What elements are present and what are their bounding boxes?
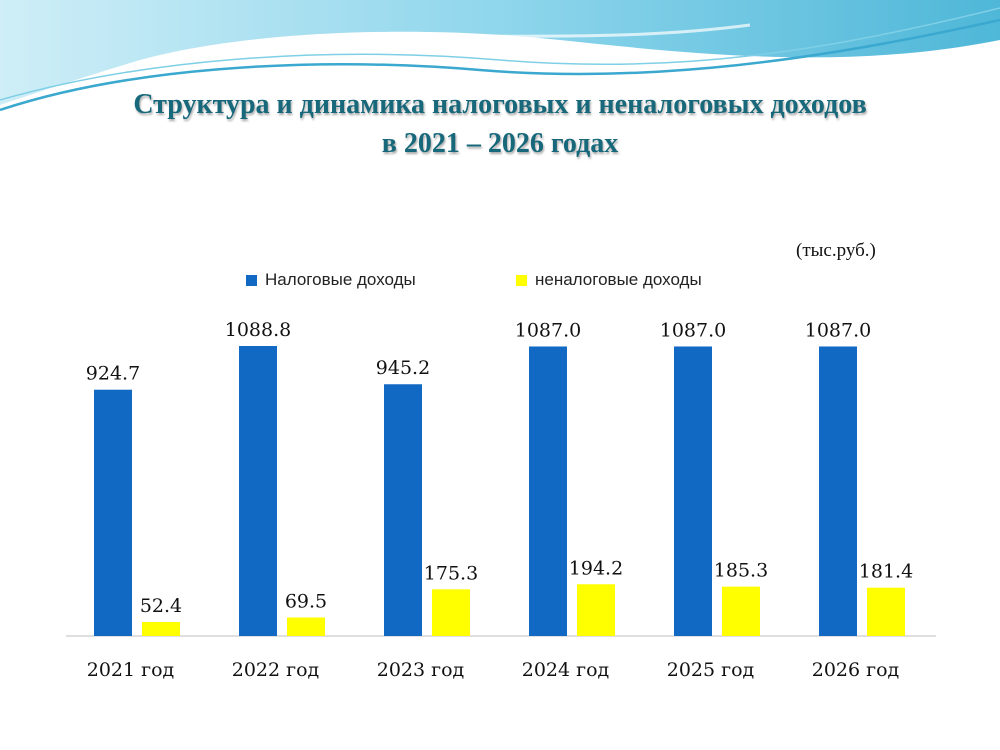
data-label-tax-4: 1087.0: [660, 319, 726, 341]
bar-tax-4: [674, 346, 712, 636]
x-tick-label-2: 2023 год: [377, 659, 465, 681]
x-tick-label-4: 2025 год: [667, 659, 755, 681]
x-tick-label-0: 2021 год: [87, 659, 175, 681]
data-label-nontax-5: 181.4: [859, 561, 913, 583]
data-label-tax-2: 945.2: [376, 357, 430, 379]
bar-tax-2: [384, 384, 422, 636]
x-tick-label-3: 2024 год: [522, 659, 610, 681]
data-label-nontax-0: 52.4: [140, 595, 182, 617]
data-label-nontax-2: 175.3: [424, 562, 478, 584]
bar-tax-1: [239, 346, 277, 636]
data-label-nontax-3: 194.2: [569, 557, 623, 579]
data-label-tax-5: 1087.0: [805, 319, 871, 341]
chart-title-line-2: в 2021 – 2026 годах: [381, 128, 619, 159]
bar-nontax-0: [142, 622, 180, 636]
legend-label-nontax: неналоговые доходы: [535, 270, 702, 289]
data-label-nontax-4: 185.3: [714, 560, 768, 582]
x-tick-label-5: 2026 год: [812, 659, 900, 681]
legend-swatch-tax: [246, 274, 257, 286]
bar-nontax-5: [867, 587, 905, 636]
data-label-tax-3: 1087.0: [515, 319, 581, 341]
data-label-nontax-1: 69.5: [285, 590, 327, 612]
x-tick-label-1: 2022 год: [232, 659, 320, 681]
legend-item-nontax: неналоговые доходы: [516, 270, 702, 290]
bar-nontax-4: [722, 586, 760, 636]
data-label-tax-0: 924.7: [86, 363, 140, 385]
legend-item-tax: Налоговые доходы: [246, 270, 416, 290]
bar-tax-0: [94, 389, 132, 636]
unit-label: (тыс.руб.): [796, 240, 876, 261]
chart-title-line-1: Структура и динамика налоговых и неналог…: [133, 89, 867, 120]
bar-tax-5: [819, 346, 857, 636]
legend-swatch-nontax: [516, 274, 527, 286]
legend-label-tax: Налоговые доходы: [265, 270, 416, 289]
bar-nontax-1: [287, 617, 325, 636]
header-wave-decoration: [0, 0, 1000, 112]
bar-nontax-2: [432, 589, 470, 636]
data-label-tax-1: 1088.8: [225, 319, 291, 341]
bar-tax-3: [529, 346, 567, 636]
bar-nontax-3: [577, 584, 615, 636]
